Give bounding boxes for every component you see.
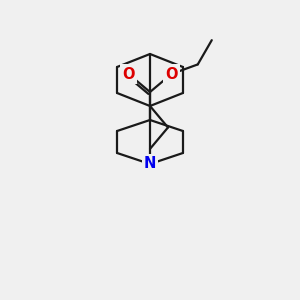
Text: O: O xyxy=(122,67,135,82)
Text: O: O xyxy=(165,67,178,82)
Text: N: N xyxy=(144,157,156,172)
